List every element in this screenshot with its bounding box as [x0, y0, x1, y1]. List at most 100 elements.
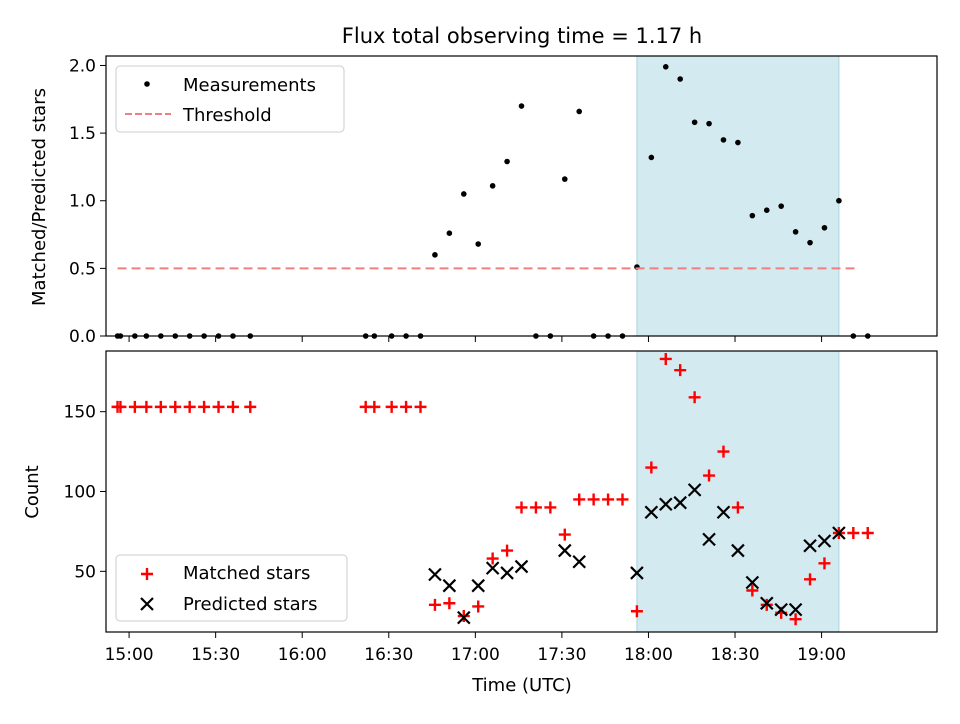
legend-label-predicted-stars: Predicted stars [183, 594, 317, 615]
legend-label-matched-stars: Matched stars [183, 563, 310, 584]
predicted-stars-point [687, 483, 702, 497]
measurement-point [504, 158, 510, 165]
matched-stars-point [183, 400, 196, 413]
predicted-stars-point [572, 554, 586, 569]
predicted-stars-point [788, 602, 803, 617]
predicted-stars-point [731, 543, 745, 558]
matched-stars-point [688, 391, 701, 404]
matched-stars-point [630, 605, 643, 618]
top-y-tick-label: 2.0 [69, 56, 96, 76]
matched-stars-point [818, 557, 831, 570]
matched-stars-point [212, 400, 225, 413]
matched-stars-point [368, 400, 381, 413]
matched-stars-point [486, 552, 499, 565]
legend-marker-matched-stars [141, 568, 153, 580]
x-tick-label: 18:30 [711, 645, 760, 665]
predicted-stars-point [500, 566, 514, 580]
matched-stars-point [616, 493, 629, 506]
legend-label-measurements: Measurements [183, 75, 316, 96]
measurement-point [763, 207, 770, 214]
matched-stars-point [414, 400, 427, 413]
top-legend: Measurements Threshold [115, 65, 345, 133]
measurement-point [720, 137, 727, 143]
top-y-tick-label: 0.0 [69, 327, 96, 347]
matched-stars-point [529, 501, 542, 514]
matched-stars-point [169, 400, 182, 413]
predicted-stars-point [774, 602, 788, 617]
matched-stars-point [789, 613, 802, 626]
measurement-point [518, 103, 525, 109]
predicted-stars-point [658, 497, 673, 512]
matched-stars-point [717, 445, 730, 458]
matched-stars-point [515, 501, 528, 514]
measurement-point [489, 183, 496, 189]
predicted-stars-point [817, 534, 832, 548]
matched-stars-point [703, 469, 716, 482]
matched-stars-point [674, 364, 687, 377]
bottom-y-axis-label: Count [22, 465, 43, 518]
matched-stars-point [226, 400, 239, 413]
measurement-point [778, 203, 784, 209]
matched-stars-point [602, 493, 615, 506]
matched-stars-point [645, 461, 658, 474]
measurement-point [735, 139, 741, 146]
matched-stars-point [114, 400, 127, 413]
measurement-point [821, 224, 828, 231]
matched-stars-point [544, 501, 557, 514]
bottom-y-tick-label: 100 [64, 483, 96, 503]
top-panel: Flux total observing time = 1.17 h 0.0 0.… [29, 24, 938, 347]
predicted-stars-point [644, 505, 659, 520]
x-tick-label: 16:00 [278, 645, 327, 665]
matched-stars-point [760, 598, 773, 611]
predicted-stars-point [803, 539, 817, 553]
x-tick-label: 15:00 [105, 645, 154, 665]
predicted-stars-point [442, 578, 457, 593]
top-plot-frame [105, 55, 938, 337]
predicted-stars-point [759, 596, 774, 611]
x-tick-label: 19:00 [797, 645, 846, 665]
matched-stars-point [731, 501, 744, 514]
matched-stars-point [804, 573, 817, 586]
predicted-stars-point [514, 559, 529, 574]
predicted-stars-point [716, 505, 731, 520]
x-tick-label: 17:00 [451, 645, 500, 665]
measurement-point [475, 241, 482, 247]
measurement-point [662, 64, 669, 70]
x-tick-label: 15:30 [191, 645, 240, 665]
matched-stars-point [847, 527, 860, 540]
measurement-point [807, 239, 813, 246]
matched-stars-point [659, 352, 672, 365]
x-axis-label: Time (UTC) [471, 675, 572, 696]
measurement-point [836, 197, 842, 204]
matched-stars-point [587, 493, 600, 506]
bottom-legend: Matched stars Predicted stars [115, 554, 348, 622]
predicted-stars-point [673, 495, 687, 510]
top-shaded-interval [636, 55, 840, 337]
top-y-axis-label: Matched/Predicted stars [29, 88, 50, 306]
measurement-point [706, 120, 712, 127]
measurement-point [792, 229, 799, 235]
matched-stars-point [140, 400, 153, 413]
predicted-stars-point [558, 543, 572, 558]
matched-stars-point [746, 584, 759, 597]
matched-stars-point [558, 528, 571, 541]
chart-title: Flux total observing time = 1.17 h [342, 24, 702, 48]
x-tick-label: 16:30 [364, 645, 413, 665]
bottom-y-tick-label: 150 [64, 403, 96, 423]
matched-stars-point [198, 400, 211, 413]
bottom-shaded-interval [636, 350, 840, 633]
measurement-point [749, 212, 756, 219]
predicted-stars-point [457, 610, 471, 625]
top-y-tick-label: 1.0 [69, 192, 96, 212]
predicted-stars-point [485, 561, 500, 575]
predicted-stars-point [702, 532, 716, 547]
matched-stars-point [244, 400, 257, 413]
matched-stars-point [128, 400, 141, 413]
measurement-point [576, 108, 583, 115]
predicted-stars-point [471, 578, 485, 593]
matched-stars-point [385, 400, 398, 413]
matched-stars-point [573, 493, 586, 506]
matched-stars-point [400, 400, 413, 413]
top-y-tick-label: 0.5 [69, 259, 96, 279]
